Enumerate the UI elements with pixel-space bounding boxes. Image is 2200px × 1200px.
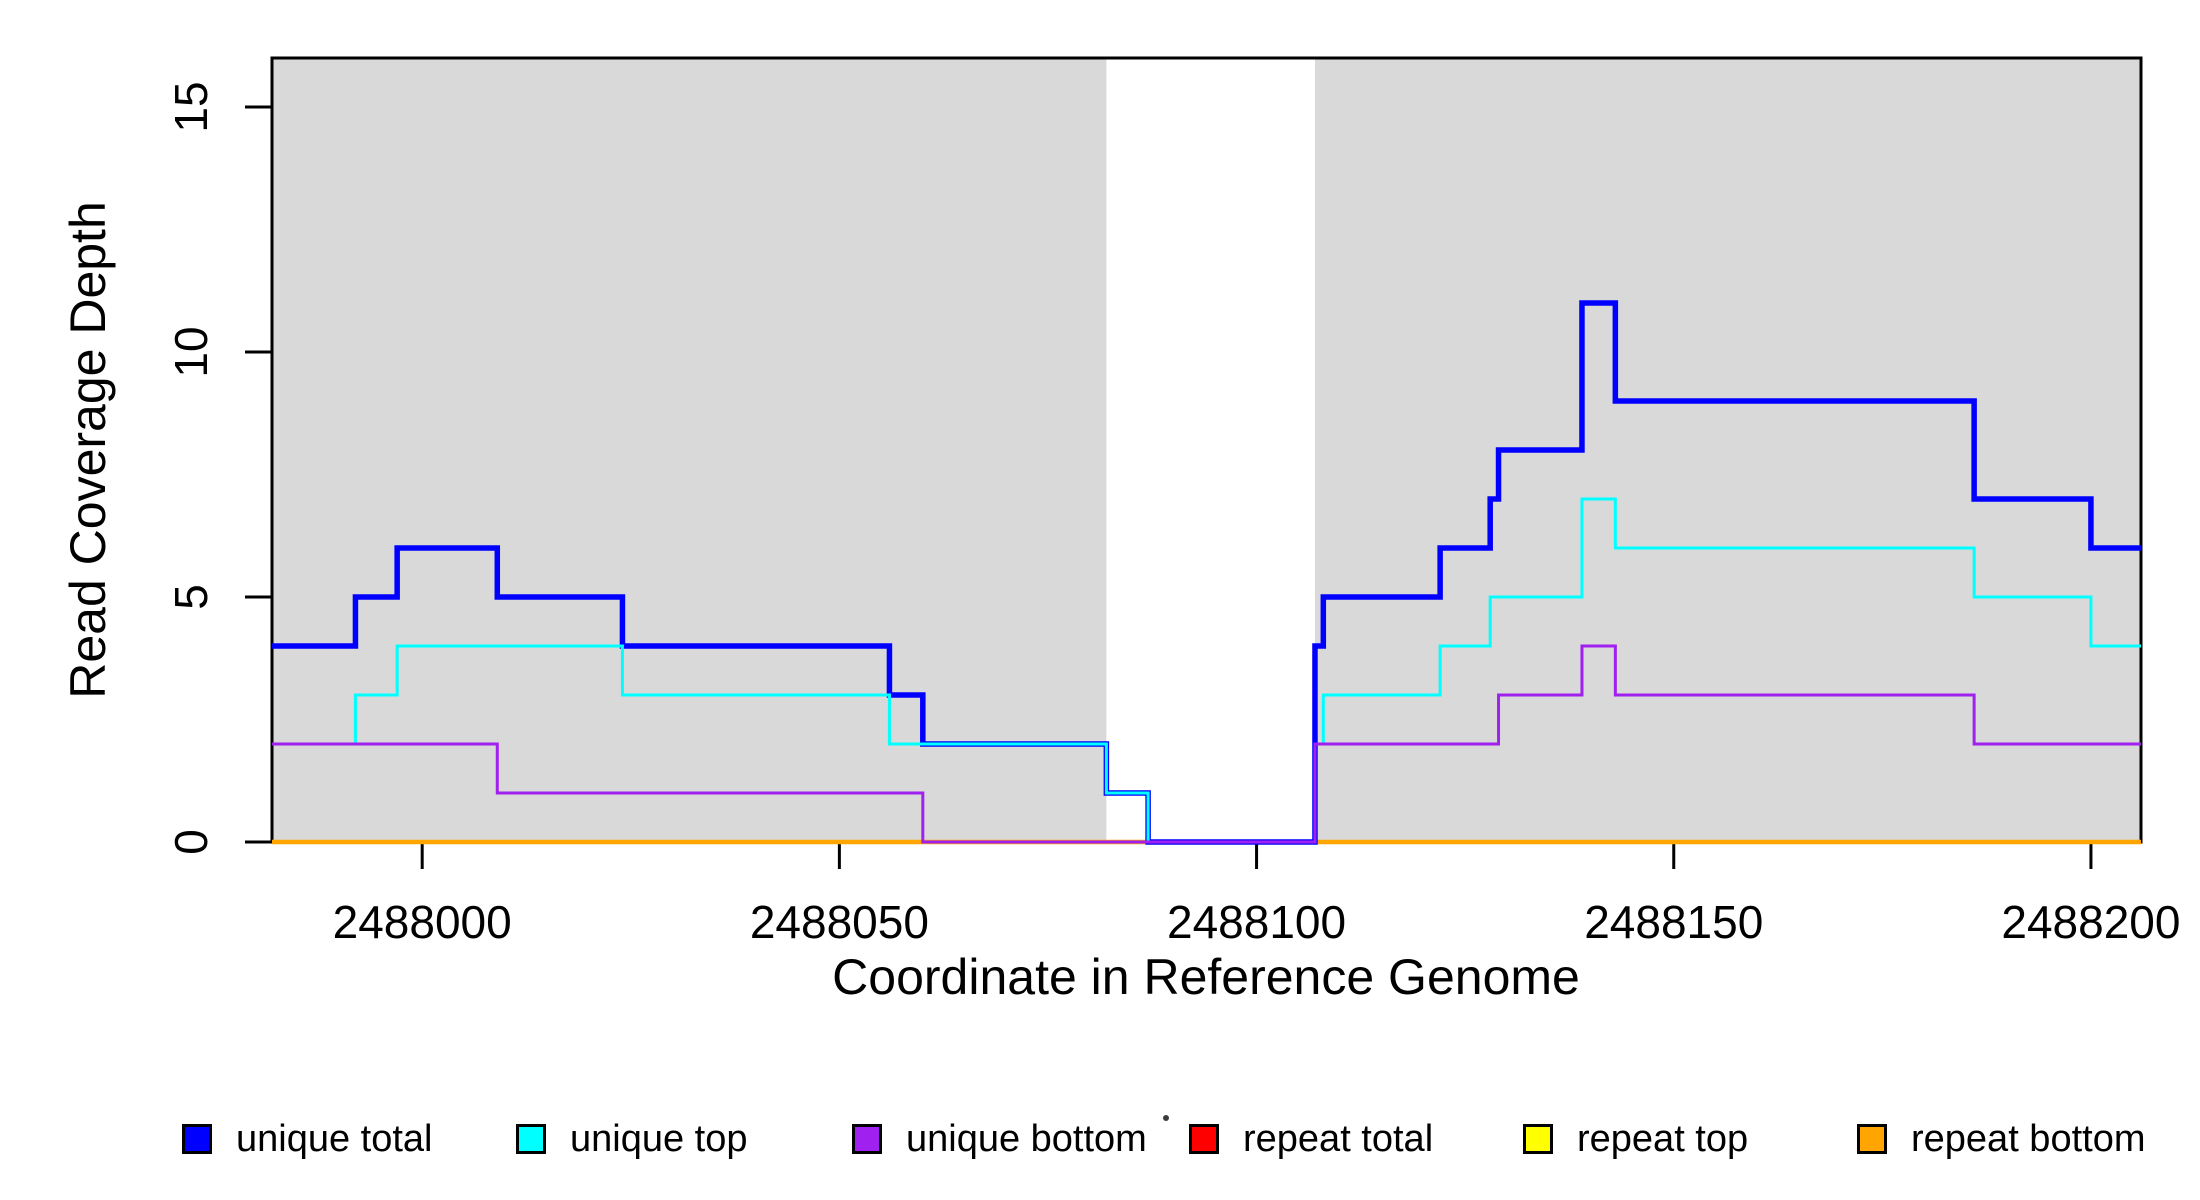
unique-top-swatch-icon [516,1124,546,1154]
legend-item-unique-bottom: unique bottom [852,1120,1147,1158]
y-tick-label: 5 [165,584,217,610]
legend-label: unique total [236,1118,433,1160]
repeat-total-swatch-icon [1189,1124,1219,1154]
legend-label: unique top [570,1118,748,1160]
y-tick-label: 10 [165,326,217,377]
repeat-bottom-swatch-icon [1857,1124,1887,1154]
legend-item-repeat-bottom: repeat bottom [1857,1120,2145,1158]
y-tick-label: 0 [165,829,217,855]
y-tick-label: 15 [165,81,217,132]
shaded-region [1314,58,2141,842]
legend-item-repeat-total: repeat total [1189,1120,1433,1158]
legend-item-unique-total: unique total [182,1120,433,1158]
unique-total-swatch-icon [182,1124,212,1154]
legend-label: repeat bottom [1911,1118,2146,1160]
x-tick-label: 2488050 [750,896,929,948]
x-tick-label: 2488100 [1167,896,1346,948]
legend-label: repeat top [1577,1118,1749,1160]
x-tick-label: 2488150 [1584,896,1763,948]
x-tick-label: 2488200 [2001,896,2180,948]
series-unique-bottom [272,644,2141,844]
legend-item-repeat-top: repeat top [1523,1120,1748,1158]
legend-item-unique-top: unique top [516,1120,748,1158]
y-axis-title: Read Coverage Depth [60,201,116,699]
repeat-top-swatch-icon [1523,1124,1553,1154]
shaded-region [272,58,1107,842]
legend-label: unique bottom [906,1118,1147,1160]
x-tick-label: 2488000 [333,896,512,948]
legend-label: repeat total [1243,1118,1434,1160]
stray-dot-mark [1163,1115,1169,1121]
unique-bottom-swatch-icon [852,1124,882,1154]
x-axis-title: Coordinate in Reference Genome [832,949,1580,1005]
